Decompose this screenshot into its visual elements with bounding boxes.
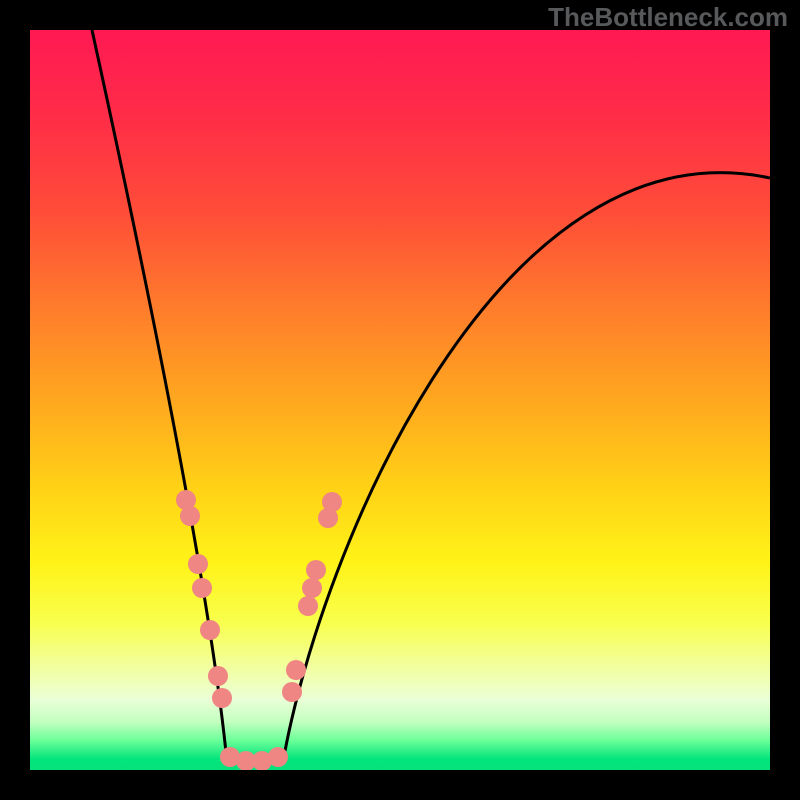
gradient-background — [30, 30, 770, 770]
data-marker — [200, 620, 220, 640]
data-marker — [208, 666, 228, 686]
data-marker — [180, 506, 200, 526]
bottleneck-chart — [30, 30, 770, 770]
data-marker — [212, 688, 232, 708]
data-marker — [298, 596, 318, 616]
data-marker — [188, 554, 208, 574]
chart-frame — [770, 0, 800, 800]
chart-frame — [0, 0, 30, 800]
data-marker — [302, 578, 322, 598]
data-marker — [322, 492, 342, 512]
data-marker — [282, 682, 302, 702]
data-marker — [286, 660, 306, 680]
watermark-text: TheBottleneck.com — [548, 2, 788, 33]
data-marker — [268, 747, 288, 767]
plot-area — [30, 30, 770, 770]
data-marker — [306, 560, 326, 580]
data-marker — [192, 578, 212, 598]
chart-frame — [0, 770, 800, 800]
